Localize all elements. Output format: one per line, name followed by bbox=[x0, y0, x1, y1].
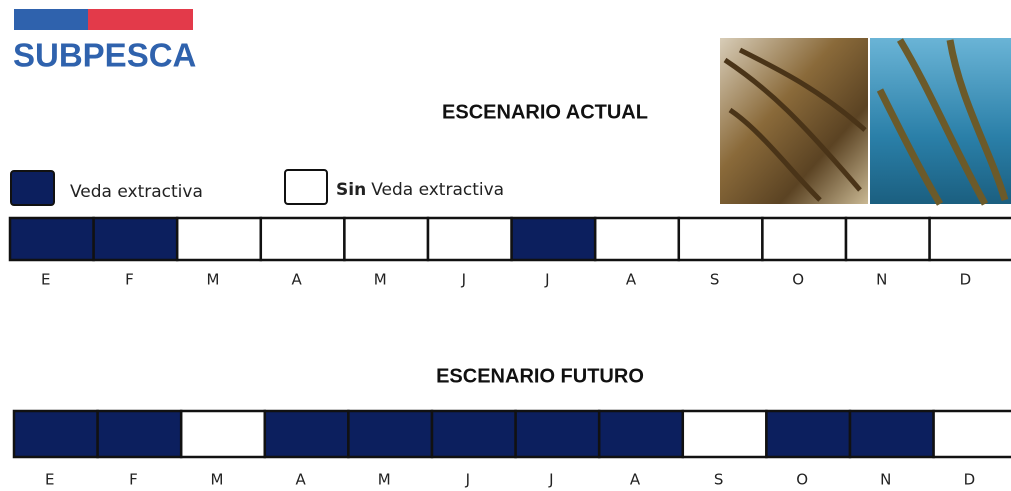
month-cell bbox=[844, 216, 931, 262]
month-cell bbox=[765, 409, 852, 459]
logo-flag-blue bbox=[14, 9, 88, 30]
month-label: M bbox=[374, 271, 387, 289]
month-label: O bbox=[796, 471, 808, 489]
legend-open-text: Veda extractiva bbox=[371, 180, 504, 200]
month-label: J bbox=[544, 271, 549, 289]
month-cell bbox=[175, 216, 263, 262]
legend-open-label: Sin Veda extractiva bbox=[336, 180, 504, 200]
month-label: F bbox=[125, 271, 134, 289]
logo-text: SUBPESCA bbox=[13, 37, 196, 74]
kelp-photo bbox=[720, 38, 1011, 206]
month-cell bbox=[593, 216, 681, 262]
month-cell bbox=[928, 216, 1011, 262]
month-cell bbox=[263, 409, 350, 459]
month-cell bbox=[932, 409, 1011, 459]
scenario-title: ESCENARIO ACTUAL bbox=[442, 101, 648, 123]
month-label: D bbox=[960, 271, 972, 289]
month-cell bbox=[259, 216, 346, 262]
month-label: S bbox=[710, 271, 720, 289]
month-label: A bbox=[626, 271, 637, 289]
month-cell bbox=[92, 216, 179, 262]
month-label: J bbox=[465, 471, 470, 489]
legend-open-prefix: Sin bbox=[336, 180, 366, 200]
month-cell bbox=[343, 216, 430, 262]
month-cell bbox=[761, 216, 848, 262]
month-label: S bbox=[714, 471, 724, 489]
month-label: A bbox=[295, 471, 306, 489]
month-cell bbox=[510, 216, 597, 262]
logo-flag-red bbox=[88, 9, 193, 30]
month-label: M bbox=[378, 471, 391, 489]
month-label: D bbox=[964, 471, 976, 489]
month-cell bbox=[426, 216, 513, 262]
legend-open-swatch bbox=[284, 169, 328, 205]
month-label: M bbox=[211, 471, 224, 489]
month-label: A bbox=[630, 471, 641, 489]
month-label: F bbox=[129, 471, 138, 489]
month-label: O bbox=[792, 271, 804, 289]
month-label: N bbox=[876, 271, 887, 289]
month-label: J bbox=[548, 471, 553, 489]
month-label: E bbox=[41, 271, 50, 289]
legend-closed-label: Veda extractiva bbox=[70, 182, 203, 202]
month-cell bbox=[12, 409, 99, 459]
month-label: E bbox=[45, 471, 54, 489]
month-cell bbox=[681, 409, 768, 459]
month-label: J bbox=[461, 271, 466, 289]
month-cell bbox=[8, 216, 95, 262]
month-cell bbox=[597, 409, 685, 459]
month-cell bbox=[848, 409, 935, 459]
legend-closed-swatch bbox=[10, 170, 55, 206]
month-cell bbox=[514, 409, 601, 459]
month-label: M bbox=[207, 271, 220, 289]
month-cell bbox=[347, 409, 434, 459]
month-label: N bbox=[880, 471, 891, 489]
month-cell bbox=[96, 409, 183, 459]
month-cell bbox=[430, 409, 517, 459]
scenario-title: ESCENARIO FUTURO bbox=[436, 365, 644, 387]
month-label: A bbox=[291, 271, 302, 289]
month-cell bbox=[677, 216, 764, 262]
month-cell bbox=[179, 409, 267, 459]
